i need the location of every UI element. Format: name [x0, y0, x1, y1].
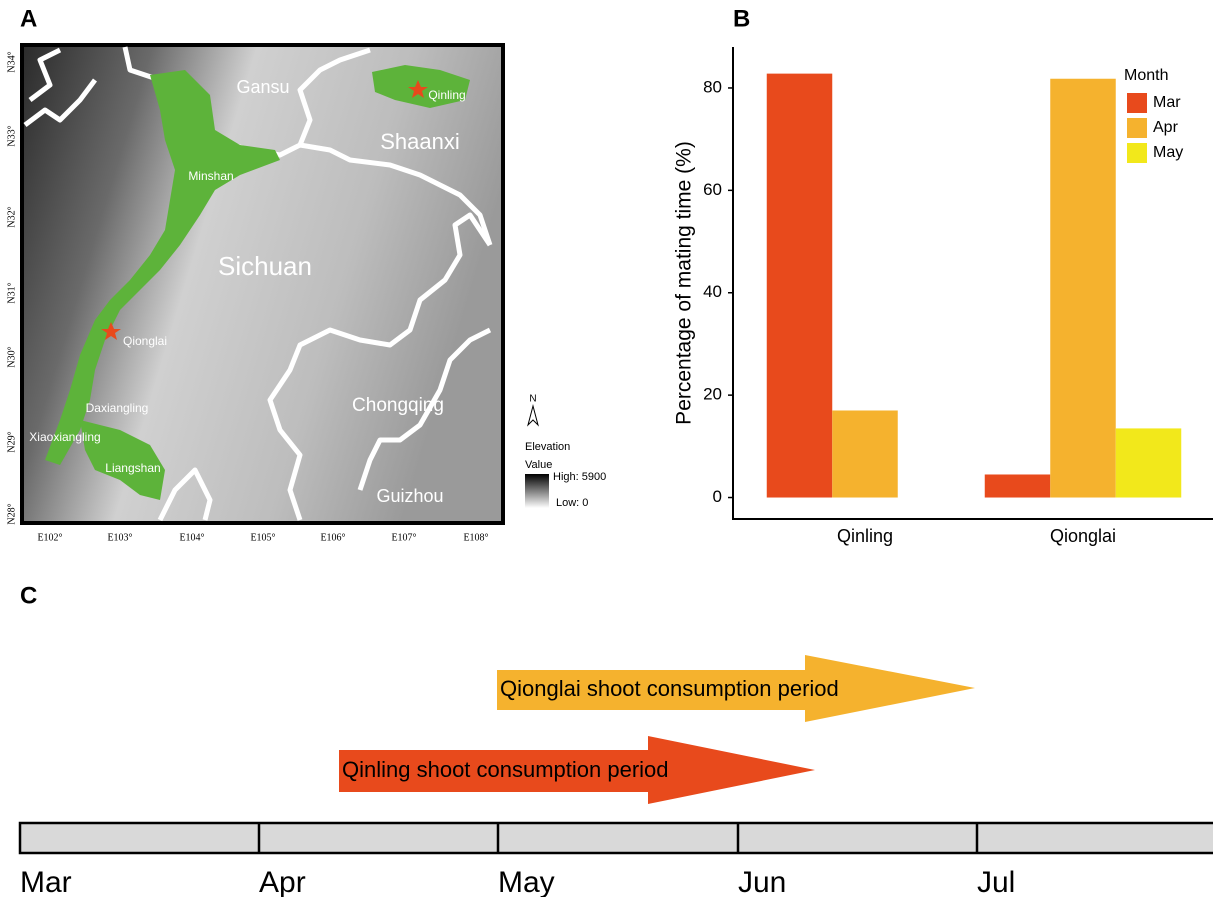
- lat-tick-label: N31°: [6, 282, 17, 303]
- month-label: May: [498, 866, 555, 897]
- x-tick-label: Qionglai: [1050, 526, 1116, 546]
- lat-tick-label: N33°: [6, 125, 17, 146]
- bar-chart: 0 20 40 60 80 Qinling Qionglai Mar Apr May: [703, 74, 1183, 546]
- lon-tick-label: E108°: [463, 532, 488, 543]
- province-label: Sichuan: [218, 251, 312, 281]
- month-label: Jul: [977, 866, 1015, 897]
- mountain-label: Xiaoxiangling: [29, 430, 100, 444]
- mountain-label: Qionglai: [123, 334, 167, 348]
- lon-tick-label: E102°: [37, 532, 62, 543]
- mountain-label: Liangshan: [105, 461, 160, 475]
- north-label: N: [529, 394, 536, 405]
- legend-swatch: [1127, 118, 1147, 138]
- bar: [1050, 79, 1116, 498]
- lon-tick-label: E107°: [391, 532, 416, 543]
- legend-swatch: [1127, 93, 1147, 113]
- y-tick-label: 80: [703, 77, 722, 96]
- mountain-label: Daxiangling: [86, 401, 149, 415]
- lat-tick-label: N30°: [6, 346, 17, 367]
- y-axis-label: Percentage of mating time (%): [673, 141, 696, 425]
- bar: [832, 410, 898, 497]
- lat-tick-label: N34°: [6, 51, 17, 72]
- north-arrow: [528, 406, 538, 425]
- legend-label: Apr: [1153, 119, 1179, 136]
- lon-tick-label: E104°: [179, 532, 204, 543]
- elevation-bar: [525, 474, 549, 508]
- panel-label: C: [20, 582, 37, 609]
- province-label: Chongqing: [352, 395, 444, 416]
- month-label: Apr: [259, 866, 306, 897]
- legend-title: Month: [1124, 67, 1168, 84]
- legend-label: Mar: [1153, 94, 1181, 111]
- map-panel: A N Elevation Value High: 5900 Low: 0: [20, 5, 606, 523]
- mountain-label: Qinling: [428, 88, 465, 102]
- y-tick-label: 40: [703, 282, 722, 301]
- period-label: Qionglai shoot consumption period: [500, 676, 839, 701]
- lat-tick-label: N29°: [6, 431, 17, 452]
- month-label: Mar: [20, 866, 72, 897]
- bar: [1116, 428, 1182, 497]
- y-tick-label: 20: [703, 385, 722, 404]
- legend-swatch: [1127, 143, 1147, 163]
- mountain-label: Minshan: [188, 169, 233, 183]
- lon-tick-label: E103°: [107, 532, 132, 543]
- y-tick-label: 60: [703, 180, 722, 199]
- bar: [985, 474, 1051, 497]
- month-label: Jun: [738, 866, 786, 897]
- panel-label: B: [733, 5, 750, 32]
- lat-tick-label: N32°: [6, 206, 17, 227]
- panel-label: A: [20, 5, 37, 32]
- legend-subtitle: Value: [525, 459, 552, 471]
- lon-tick-label: E105°: [250, 532, 275, 543]
- bar: [767, 74, 833, 498]
- province-label: Gansu: [236, 77, 289, 97]
- period-label: Qinling shoot consumption period: [342, 757, 669, 782]
- lat-tick-label: N28°: [6, 503, 17, 524]
- x-tick-label: Qinling: [837, 526, 893, 546]
- y-tick-label: 0: [713, 487, 722, 506]
- province-label: Shaanxi: [380, 129, 460, 154]
- timeline-bar: [20, 823, 1213, 853]
- legend-high: High: 5900: [553, 471, 606, 483]
- legend-label: May: [1153, 144, 1183, 161]
- legend-title: Elevation: [525, 441, 570, 453]
- figure: A N Elevation Value High: 5900 Low: 0 Ga…: [0, 0, 1213, 897]
- legend-low: Low: 0: [556, 497, 588, 509]
- lon-tick-label: E106°: [320, 532, 345, 543]
- province-label: Guizhou: [376, 486, 443, 506]
